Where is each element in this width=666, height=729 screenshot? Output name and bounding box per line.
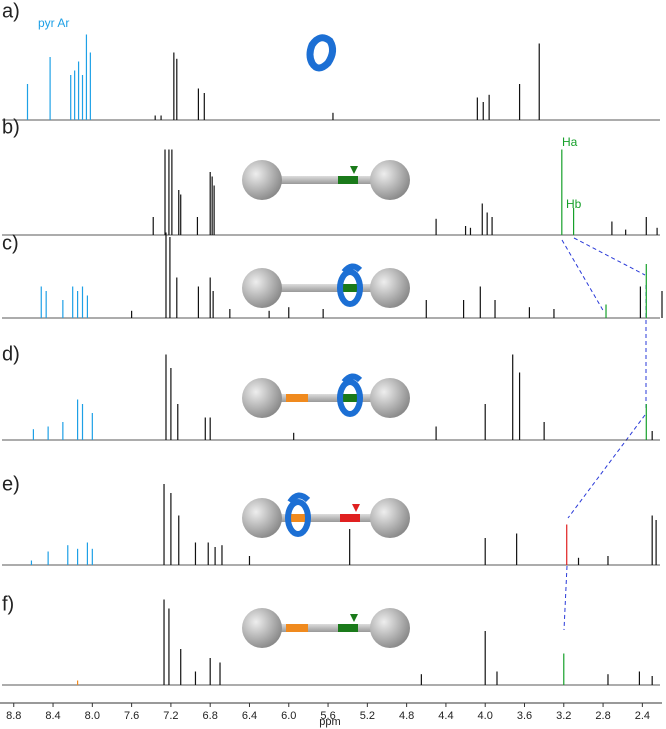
panel-label: d)	[2, 343, 20, 365]
x-tick-label: 6.8	[203, 710, 218, 722]
annotation: Hb	[566, 197, 582, 211]
x-tick-label: 6.4	[242, 710, 257, 722]
x-tick-label: 8.4	[45, 710, 60, 722]
x-tick-label: 6.0	[281, 710, 296, 722]
annotation: Ha	[562, 135, 578, 149]
x-tick-label: 3.6	[517, 710, 532, 722]
panel-label: b)	[2, 116, 20, 138]
x-tick-label: 4.4	[438, 710, 453, 722]
connectors	[561, 237, 647, 631]
panel-label: a)	[2, 0, 20, 22]
x-tick-label: 3.2	[556, 710, 571, 722]
panel-label: e)	[2, 473, 20, 495]
x-tick-label: 4.8	[399, 710, 414, 722]
panel-label: f)	[2, 593, 14, 615]
x-axis-label: ppm	[319, 716, 340, 728]
x-tick-label: 8.8	[6, 710, 21, 722]
x-tick-label: 4.0	[478, 710, 493, 722]
x-tick-label: 2.4	[635, 710, 650, 722]
x-tick-label: 8.0	[85, 710, 100, 722]
cartoons	[242, 34, 410, 648]
x-tick-label: 5.2	[360, 710, 375, 722]
x-tick-label: 7.6	[124, 710, 139, 722]
panel-label: c)	[2, 232, 19, 254]
x-tick-label: 5.6	[320, 710, 335, 722]
x-tick-label: 2.8	[595, 710, 610, 722]
annotation: pyr Ar	[38, 16, 69, 30]
x-tick-label: 7.2	[163, 710, 178, 722]
